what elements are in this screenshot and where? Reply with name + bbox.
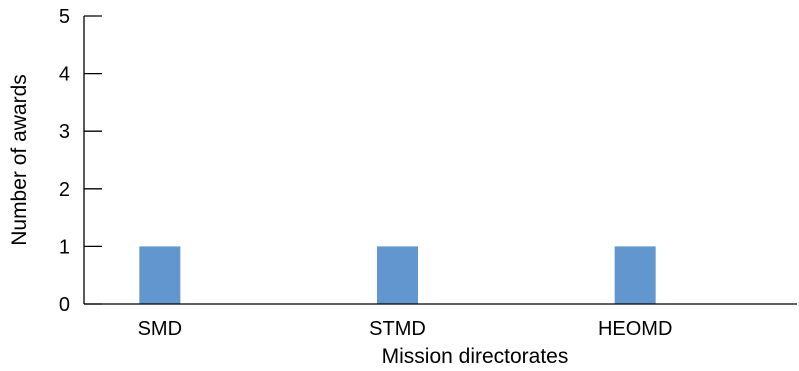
- bar-heomd: [614, 246, 656, 304]
- x-tick-label-stmd: STMD: [369, 318, 426, 340]
- y-tick-label: 1: [59, 236, 70, 258]
- y-tick-label: 4: [59, 64, 70, 86]
- y-axis-ticks: 0 1 2 3 4 5: [59, 6, 102, 316]
- y-tick-label: 2: [59, 179, 70, 201]
- x-tick-label-smd: SMD: [138, 318, 182, 340]
- y-tick-label: 5: [59, 6, 70, 28]
- y-axis-title: Number of awards: [8, 74, 31, 246]
- y-tick-label: 0: [59, 294, 70, 316]
- y-tick-label: 3: [59, 121, 70, 143]
- x-tick-label-heomd: HEOMD: [598, 318, 672, 340]
- x-axis-title: Mission directorates: [382, 345, 569, 368]
- bar-stmd: [377, 246, 418, 304]
- bars: [139, 246, 656, 304]
- bar-smd: [139, 246, 181, 304]
- x-axis-tick-labels: SMD STMD HEOMD: [138, 318, 673, 340]
